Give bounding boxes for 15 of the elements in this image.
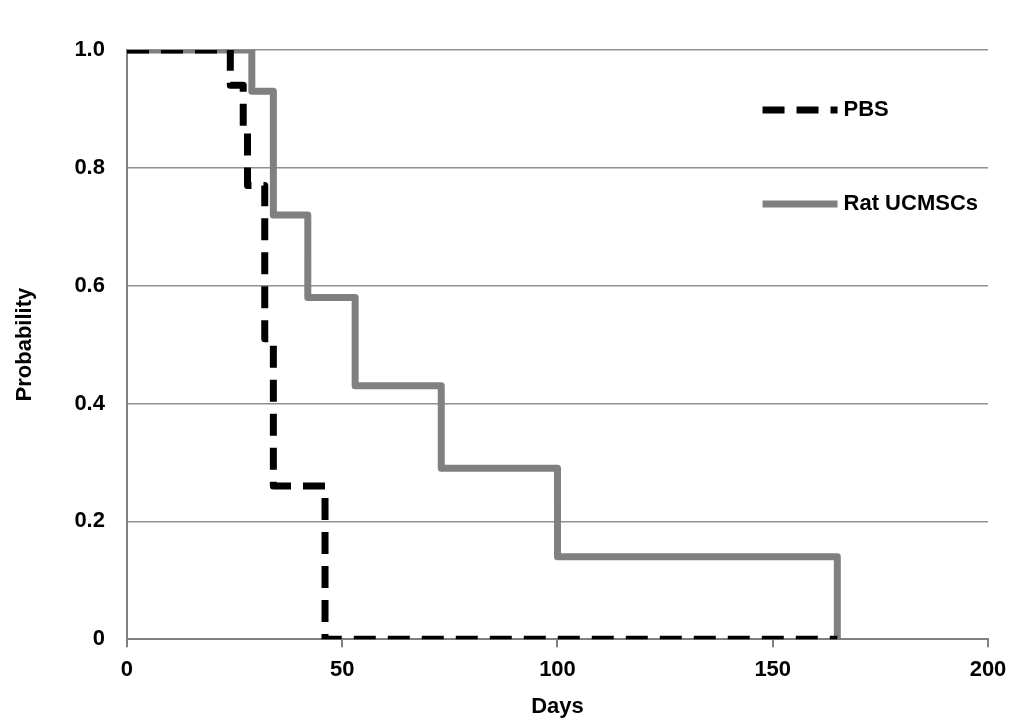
y-tick-label: 0.4 bbox=[74, 389, 106, 415]
y-tick-label: 0.8 bbox=[74, 153, 105, 179]
legend-label: PBS bbox=[843, 96, 889, 122]
x-tick-label: 50 bbox=[330, 656, 355, 682]
legend-label: Rat UCMSCs bbox=[843, 190, 979, 216]
y-axis-title: Probability bbox=[11, 286, 37, 402]
y-tick-label: 1.0 bbox=[74, 36, 105, 62]
x-tick-label: 100 bbox=[539, 656, 576, 682]
y-tick-label: 0.2 bbox=[74, 507, 105, 533]
x-axis-title: Days bbox=[531, 692, 584, 718]
x-tick-label: 0 bbox=[120, 656, 134, 682]
x-tick-label: 150 bbox=[754, 656, 792, 682]
y-tick-label: 0.6 bbox=[74, 271, 105, 297]
y-tick-label: 0 bbox=[92, 625, 105, 651]
x-tick-label: 200 bbox=[969, 656, 1007, 682]
